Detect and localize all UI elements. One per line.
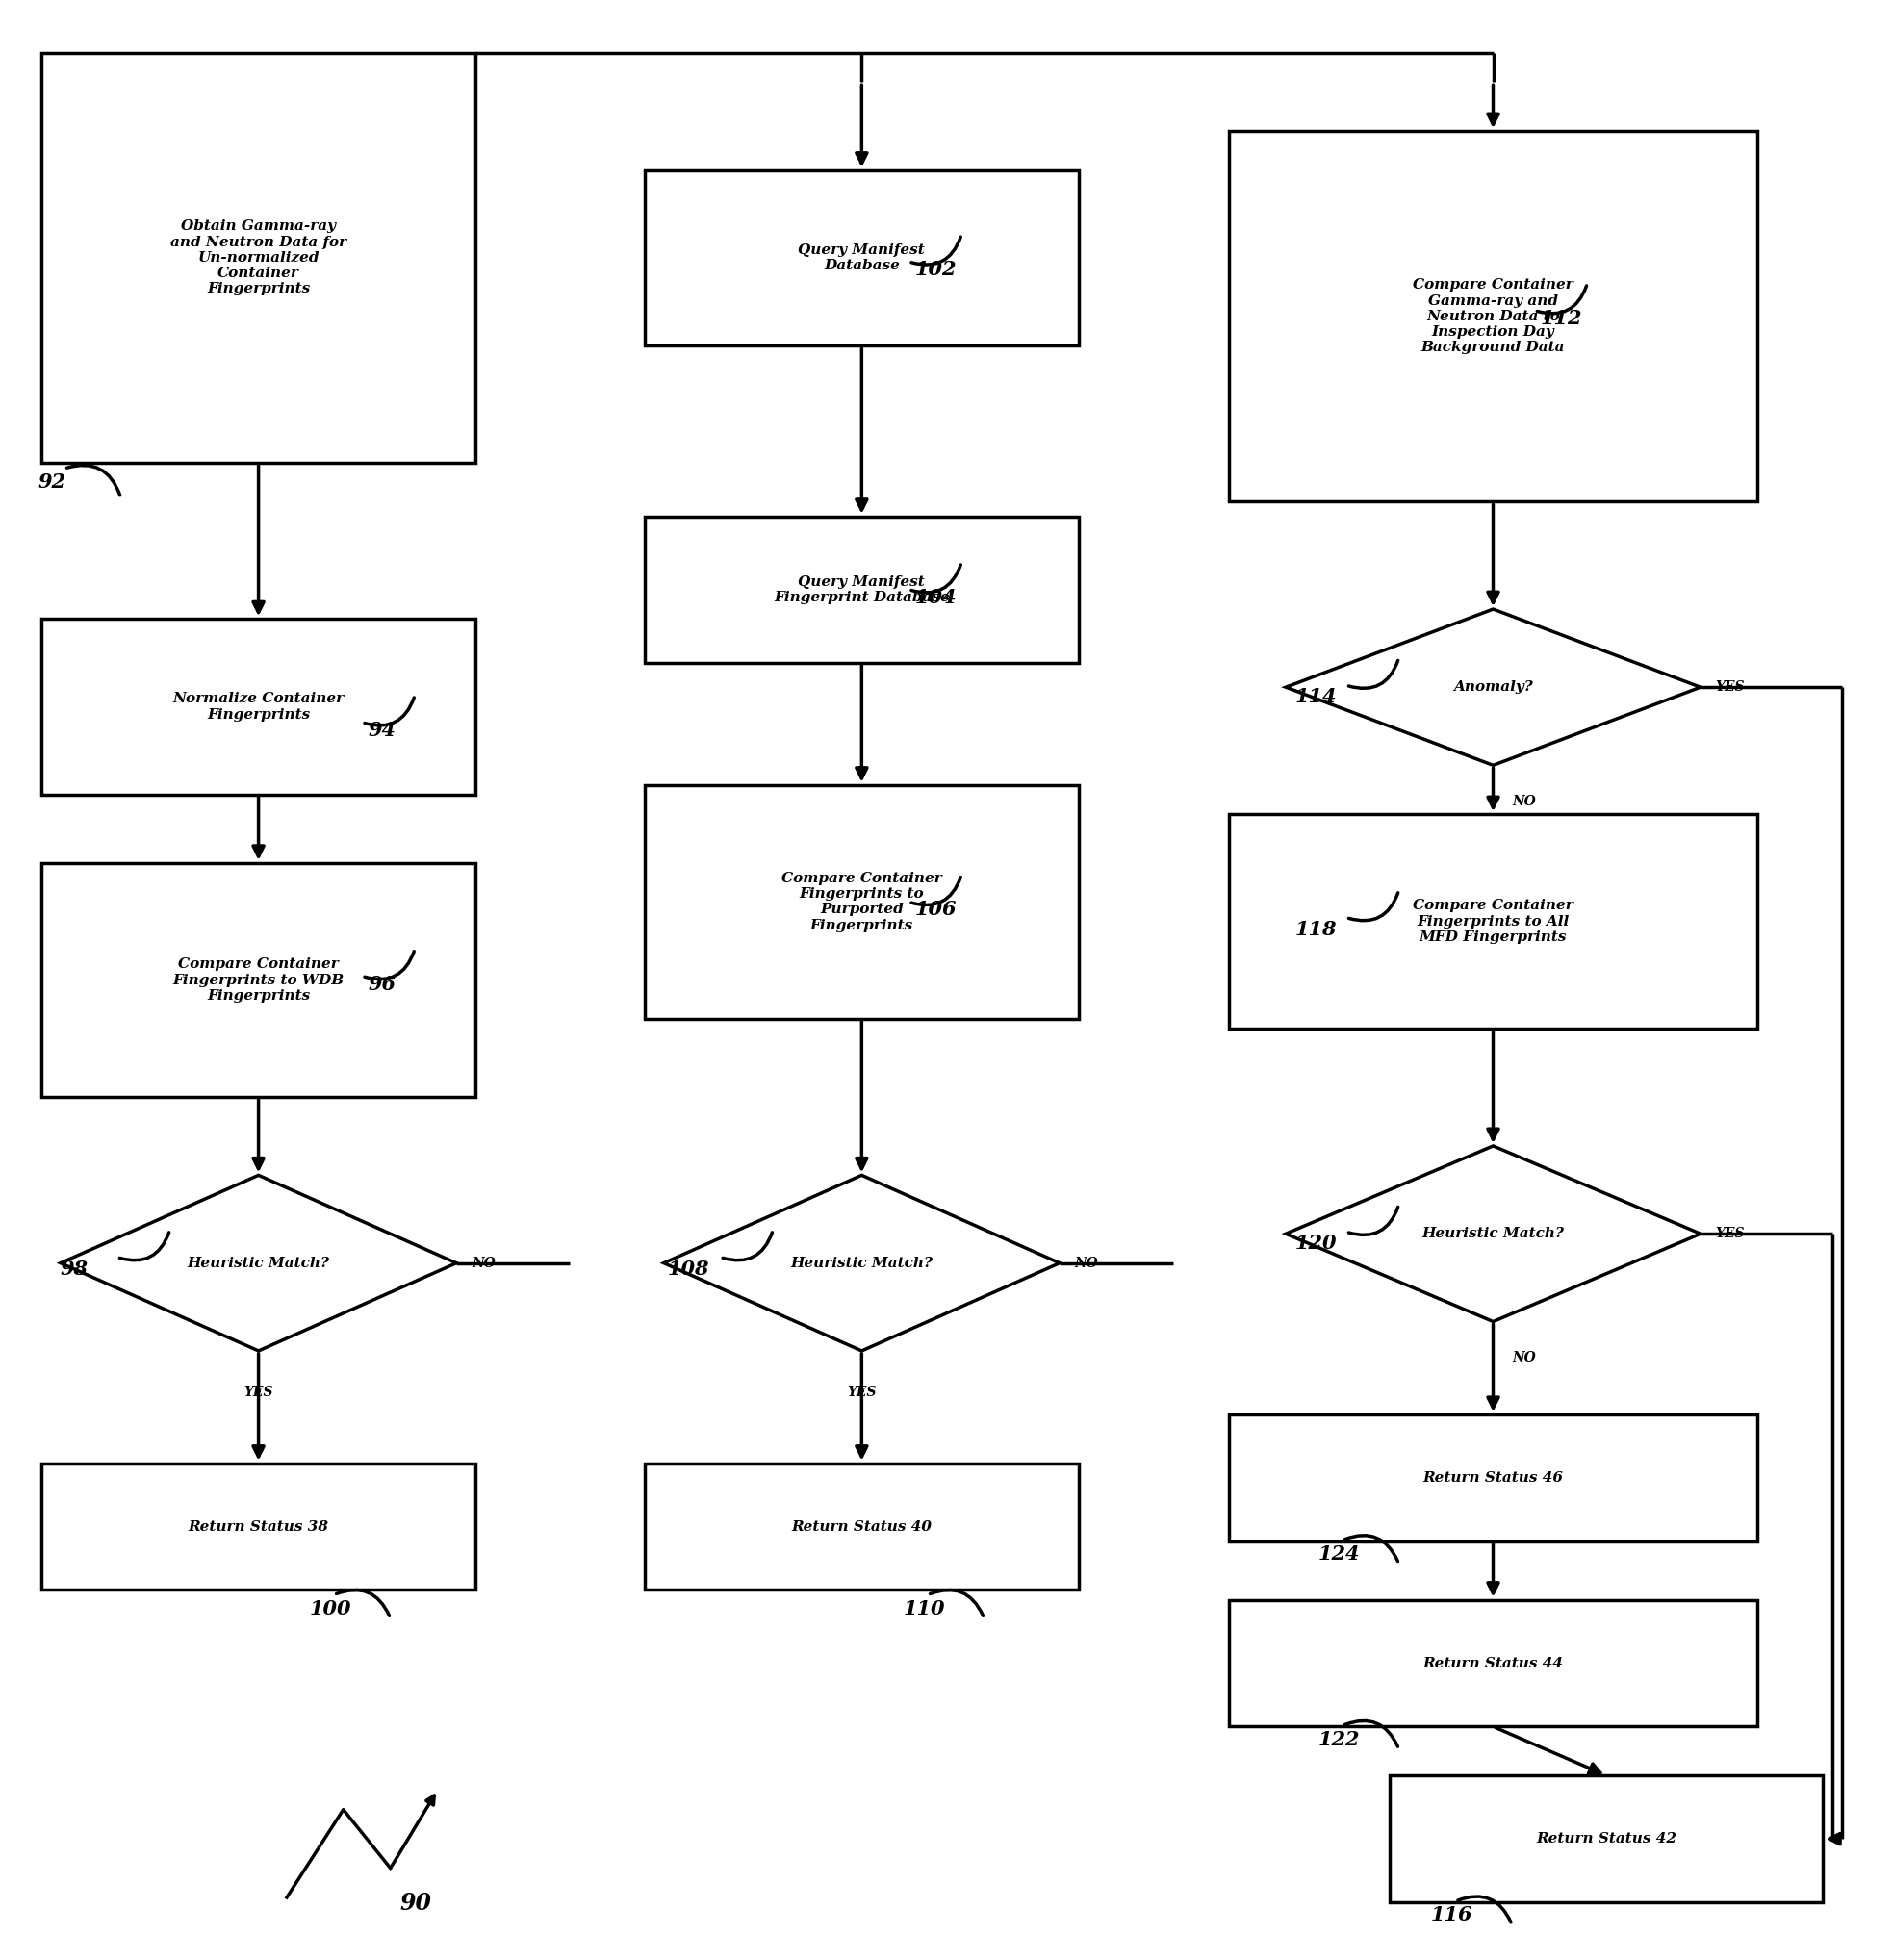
Text: Obtain Gamma-ray
and Neutron Data for
Un-normalized
Container
Fingerprints: Obtain Gamma-ray and Neutron Data for Un…	[170, 220, 346, 296]
Text: 94: 94	[367, 721, 396, 739]
Text: Return Status 42: Return Status 42	[1535, 1833, 1677, 1846]
Text: 104: 104	[914, 588, 956, 608]
Text: 120: 120	[1295, 1235, 1336, 1252]
Text: Heuristic Match?: Heuristic Match?	[1422, 1227, 1564, 1241]
Text: Compare Container
Fingerprints to WDB
Fingerprints: Compare Container Fingerprints to WDB Fi…	[172, 958, 345, 1002]
Text: YES: YES	[244, 1386, 273, 1399]
Text: Return Status 38: Return Status 38	[187, 1519, 329, 1533]
FancyBboxPatch shape	[1389, 1776, 1823, 1903]
Text: 102: 102	[914, 261, 956, 278]
Polygon shape	[61, 1176, 456, 1350]
Text: 110: 110	[903, 1599, 945, 1619]
Text: Heuristic Match?: Heuristic Match?	[791, 1256, 933, 1270]
Text: NO: NO	[1075, 1256, 1098, 1270]
Text: 98: 98	[61, 1258, 89, 1278]
Text: NO: NO	[1513, 794, 1535, 808]
Text: Anomaly?: Anomaly?	[1454, 680, 1533, 694]
Text: Return Status 40: Return Status 40	[791, 1519, 931, 1533]
FancyBboxPatch shape	[646, 784, 1079, 1019]
Text: 92: 92	[38, 472, 66, 492]
Polygon shape	[1285, 1147, 1700, 1321]
Text: Query Manifest
Fingerprint Database: Query Manifest Fingerprint Database	[774, 574, 950, 604]
Text: 96: 96	[367, 974, 396, 994]
FancyBboxPatch shape	[42, 53, 475, 463]
FancyBboxPatch shape	[1229, 1599, 1757, 1727]
FancyBboxPatch shape	[1229, 813, 1757, 1029]
Polygon shape	[1285, 610, 1700, 764]
Text: 114: 114	[1295, 688, 1336, 708]
Text: Compare Container
Gamma-ray and
Neutron Data to
Inspection Day
Background Data: Compare Container Gamma-ray and Neutron …	[1412, 278, 1573, 355]
FancyBboxPatch shape	[1229, 131, 1757, 502]
Text: YES: YES	[1715, 1227, 1745, 1241]
Text: Compare Container
Fingerprints to All
MFD Fingerprints: Compare Container Fingerprints to All MF…	[1412, 900, 1573, 945]
Text: Return Status 44: Return Status 44	[1424, 1656, 1564, 1670]
Text: Normalize Container
Fingerprints: Normalize Container Fingerprints	[172, 692, 345, 721]
Text: 118: 118	[1295, 919, 1336, 939]
FancyBboxPatch shape	[646, 515, 1079, 662]
Text: 106: 106	[914, 900, 956, 919]
FancyBboxPatch shape	[1229, 1415, 1757, 1541]
Text: 90: 90	[399, 1891, 432, 1915]
Text: Query Manifest
Database: Query Manifest Database	[799, 243, 926, 272]
Text: NO: NO	[471, 1256, 496, 1270]
Text: 112: 112	[1541, 308, 1583, 327]
Polygon shape	[664, 1176, 1060, 1350]
Text: YES: YES	[1715, 680, 1745, 694]
Text: 100: 100	[309, 1599, 352, 1619]
FancyBboxPatch shape	[646, 1462, 1079, 1590]
Text: Compare Container
Fingerprints to
Purported
Fingerprints: Compare Container Fingerprints to Purpor…	[782, 872, 943, 933]
Text: YES: YES	[846, 1386, 876, 1399]
Text: 116: 116	[1431, 1905, 1473, 1925]
Text: 108: 108	[668, 1258, 710, 1278]
FancyBboxPatch shape	[42, 1462, 475, 1590]
FancyBboxPatch shape	[646, 171, 1079, 345]
Text: Return Status 46: Return Status 46	[1424, 1472, 1564, 1484]
Text: 124: 124	[1318, 1544, 1359, 1564]
Text: 122: 122	[1318, 1729, 1359, 1748]
FancyBboxPatch shape	[42, 619, 475, 794]
FancyBboxPatch shape	[42, 862, 475, 1098]
Text: NO: NO	[1513, 1350, 1535, 1364]
Text: Heuristic Match?: Heuristic Match?	[187, 1256, 329, 1270]
